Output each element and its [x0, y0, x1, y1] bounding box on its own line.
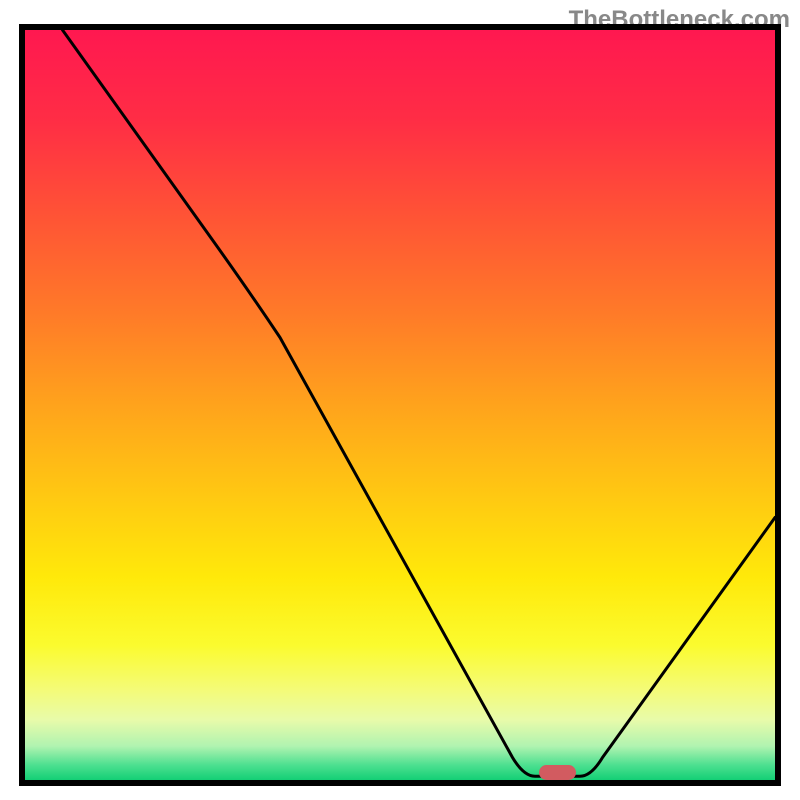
bottleneck-curve: [25, 30, 775, 780]
optimal-point-marker: [539, 765, 577, 780]
plot-area: [25, 30, 775, 780]
